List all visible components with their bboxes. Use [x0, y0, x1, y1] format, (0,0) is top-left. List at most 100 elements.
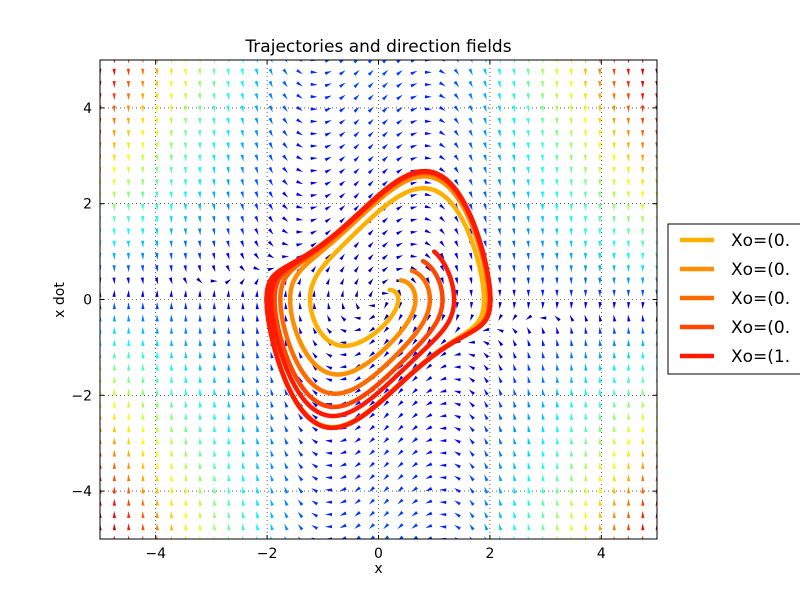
field-arrow: [112, 130, 116, 138]
field-arrow: [296, 167, 304, 173]
field-arrow: [598, 265, 602, 273]
field-arrow: [527, 412, 531, 420]
field-arrow: [569, 302, 574, 310]
field-arrow: [425, 487, 433, 492]
field-arrow: [270, 388, 274, 396]
field-arrow: [212, 203, 216, 211]
field-arrow: [126, 240, 130, 248]
field-arrow: [498, 535, 501, 539]
field-arrow: [127, 302, 131, 310]
field-arrow: [513, 388, 517, 396]
field-arrow: [368, 412, 376, 419]
field-arrow: [353, 106, 360, 113]
field-arrow: [455, 289, 459, 297]
field-arrow: [255, 314, 260, 322]
field-arrow: [254, 203, 259, 211]
field-arrow: [598, 388, 602, 396]
field-arrow: [184, 412, 188, 420]
field-arrow: [439, 476, 447, 480]
field-arrow: [339, 265, 345, 273]
field-arrow: [540, 130, 544, 138]
field-arrow: [198, 510, 202, 519]
field-arrow: [541, 437, 545, 445]
field-arrow: [612, 93, 616, 101]
field-arrow: [254, 105, 259, 113]
field-arrow: [155, 302, 159, 310]
field-arrow: [513, 400, 517, 408]
field-arrow: [170, 363, 174, 371]
field-arrow: [183, 154, 187, 162]
field-arrow: [570, 474, 574, 482]
field-arrow: [183, 117, 187, 125]
field-arrow: [640, 252, 645, 261]
field-arrow: [297, 60, 303, 63]
x-axis: −4 −2 0 2 4: [145, 60, 606, 562]
field-arrow: [339, 377, 347, 381]
field-arrow: [325, 525, 333, 529]
field-arrow: [325, 253, 331, 261]
field-arrow: [612, 105, 616, 113]
field-arrow: [112, 412, 117, 420]
field-arrow: [170, 486, 174, 494]
field-arrow: [226, 105, 230, 113]
field-arrow: [256, 449, 260, 457]
field-arrow: [197, 191, 202, 199]
field-arrow: [527, 449, 531, 457]
field-arrow: [339, 143, 346, 150]
field-arrow: [367, 266, 374, 273]
field-arrow: [627, 314, 631, 322]
field-arrow: [339, 205, 346, 211]
field-arrow: [255, 302, 259, 310]
field-arrow: [256, 474, 260, 482]
field-arrow: [555, 228, 559, 236]
field-arrow: [270, 498, 274, 506]
field-arrow: [612, 191, 616, 199]
field-arrow: [297, 462, 304, 470]
field-arrow: [155, 510, 159, 519]
field-arrow: [612, 449, 616, 457]
field-arrow: [225, 252, 230, 260]
field-arrow: [383, 510, 390, 517]
field-arrow: [453, 80, 460, 88]
field-arrow: [212, 289, 216, 297]
field-arrow: [368, 339, 376, 345]
field-arrow: [469, 536, 473, 539]
field-arrow: [555, 130, 559, 138]
field-arrow: [141, 437, 145, 445]
field-arrow: [598, 400, 602, 408]
field-arrow: [370, 535, 375, 539]
field-arrow: [381, 241, 389, 248]
field-arrow: [339, 487, 347, 492]
field-arrow: [425, 388, 433, 394]
field-arrow: [583, 191, 587, 199]
field-arrow: [584, 339, 588, 347]
field-arrow: [438, 118, 446, 124]
field-arrow: [627, 498, 631, 506]
direction-field: [100, 60, 657, 539]
field-arrow: [555, 166, 559, 175]
field-arrow: [411, 375, 418, 382]
field-arrow: [439, 203, 446, 210]
field-arrow: [198, 388, 202, 396]
field-arrow: [112, 228, 116, 236]
field-arrow: [354, 425, 361, 431]
field-arrow: [112, 314, 116, 322]
field-arrow: [526, 80, 530, 89]
field-arrow: [425, 375, 433, 382]
field-arrow: [382, 69, 389, 76]
field-arrow: [584, 363, 588, 371]
field-arrow: [169, 314, 174, 322]
field-arrow: [598, 461, 602, 469]
field-arrow: [339, 180, 346, 187]
field-arrow: [240, 191, 244, 199]
field-arrow: [397, 474, 404, 481]
field-arrow: [410, 194, 418, 198]
field-arrow: [212, 339, 217, 347]
field-arrow: [170, 424, 174, 433]
field-arrow: [298, 425, 304, 433]
field-arrow: [155, 400, 159, 408]
field-arrow: [324, 168, 332, 174]
field-arrow: [227, 302, 231, 310]
field-arrow: [555, 498, 560, 506]
field-arrow: [312, 289, 316, 298]
